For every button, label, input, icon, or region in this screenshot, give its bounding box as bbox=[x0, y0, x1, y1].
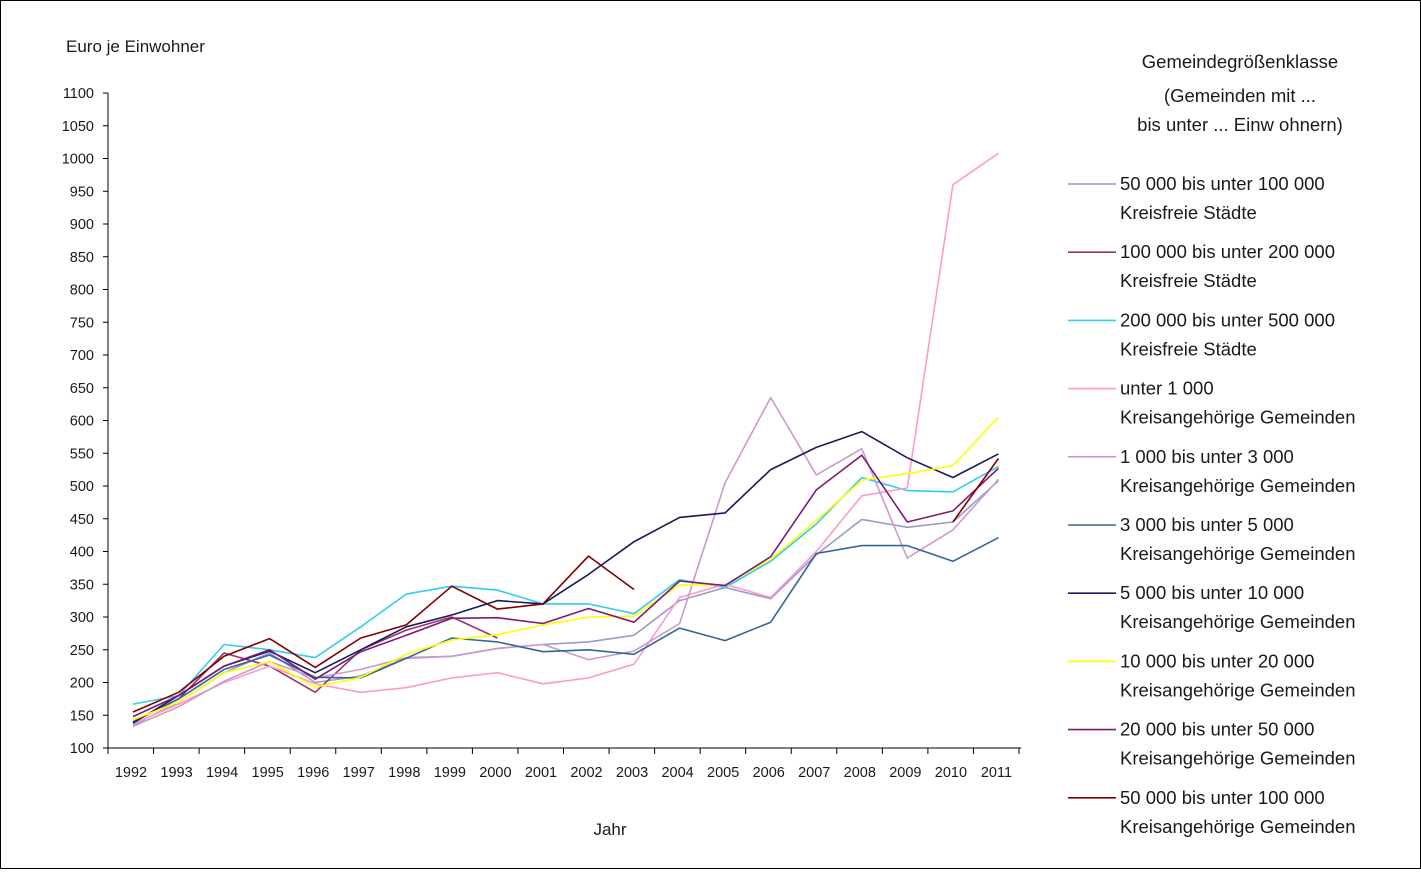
x-tick-label: 2011 bbox=[981, 765, 1012, 781]
x-tick-label: 2007 bbox=[798, 765, 830, 781]
x-tick-label: 1995 bbox=[252, 765, 284, 781]
series-line-group bbox=[132, 465, 999, 705]
x-tick-label: 2008 bbox=[844, 765, 876, 781]
legend-label: 100 000 bis unter 200 000 bbox=[1120, 241, 1335, 262]
legend-item: 50 000 bis unter 100 000 Kreisfreie Städt… bbox=[1068, 173, 1325, 223]
legend-item: 50 000 bis unter 100 000 Kreisangehörige … bbox=[1068, 787, 1356, 837]
legend-group-label: Kreisangehörige Gemeinden bbox=[1120, 407, 1356, 428]
x-axis-title: Jahr bbox=[593, 820, 626, 839]
legend-group-label: Kreisangehörige Gemeinden bbox=[1120, 543, 1356, 564]
y-tick-label: 950 bbox=[70, 184, 94, 200]
series-line-group bbox=[132, 536, 999, 723]
legend-group-label: Kreisangehörige Gemeinden bbox=[1120, 475, 1356, 496]
x-tick-label: 1994 bbox=[206, 765, 238, 781]
y-tick-label: 750 bbox=[70, 315, 94, 331]
legend-label: 1 000 bis unter 3 000 bbox=[1120, 446, 1294, 467]
legend: Gemeindegrößenklasse (Gemeinden mit ... bi… bbox=[1068, 51, 1356, 837]
x-tick-label: 2003 bbox=[616, 765, 648, 781]
legend-item: 3 000 bis unter 5 000 Kreisangehörige Gem… bbox=[1068, 514, 1356, 564]
legend-label: unter 1 000 bbox=[1120, 378, 1214, 399]
y-tick-label: 350 bbox=[70, 577, 94, 593]
series-line bbox=[132, 454, 999, 718]
legend-item: 5 000 bis unter 10 000 Kreisangehörige Ge… bbox=[1068, 582, 1356, 632]
series-line-group bbox=[132, 616, 498, 723]
y-tick-label: 650 bbox=[70, 381, 94, 397]
y-tick-label: 1100 bbox=[63, 86, 94, 102]
x-tick-label: 2010 bbox=[935, 765, 967, 781]
legend-item: 100 000 bis unter 200 000 Kreisfreie Städ… bbox=[1068, 241, 1335, 291]
x-tick-label: 1993 bbox=[160, 765, 192, 781]
legend-label: 50 000 bis unter 100 000 bbox=[1120, 787, 1325, 808]
legend-item: unter 1 000 Kreisangehörige Gemeinden bbox=[1068, 378, 1356, 428]
y-tick-label: 500 bbox=[70, 479, 94, 495]
legend-title-line: Gemeindegrößenklasse bbox=[1142, 51, 1338, 72]
series-line bbox=[132, 555, 635, 713]
y-tick-label: 450 bbox=[70, 512, 94, 528]
legend-label: 20 000 bis unter 50 000 bbox=[1120, 719, 1314, 740]
y-tick-label: 900 bbox=[70, 217, 94, 233]
legend-item: 1 000 bis unter 3 000 Kreisangehörige Gem… bbox=[1068, 446, 1356, 496]
legend-label: 50 000 bis unter 100 000 bbox=[1120, 173, 1325, 194]
series-line bbox=[132, 616, 498, 723]
y-tick-label: 850 bbox=[70, 250, 94, 266]
legend-label: 200 000 bis unter 500 000 bbox=[1120, 309, 1335, 330]
y-tick-label: 1050 bbox=[62, 119, 94, 135]
x-tick-label: 2001 bbox=[525, 765, 557, 781]
x-tick-label: 2006 bbox=[753, 765, 785, 781]
legend-group-label: Kreisangehörige Gemeinden bbox=[1120, 679, 1356, 700]
y-tick-label: 1000 bbox=[62, 152, 94, 168]
y-tick-label: 300 bbox=[70, 610, 94, 626]
legend-group-label: Kreisfreie Städte bbox=[1120, 202, 1257, 223]
y-tick-label: 600 bbox=[70, 414, 94, 430]
series-line-group bbox=[132, 458, 1000, 713]
y-tick-label: 700 bbox=[70, 348, 94, 364]
legend-item: 10 000 bis unter 20 000 Kreisangehörige G… bbox=[1068, 650, 1356, 700]
series-line-group bbox=[132, 416, 999, 721]
legend-title-line: (Gemeinden mit ... bbox=[1164, 85, 1316, 106]
legend-label: 10 000 bis unter 20 000 bbox=[1120, 650, 1314, 671]
series-line-group bbox=[132, 152, 999, 725]
legend-group-label: Kreisfreie Städte bbox=[1120, 338, 1257, 359]
x-tick-label: 1998 bbox=[388, 765, 420, 781]
legend-group-label: Kreisangehörige Gemeinden bbox=[1120, 816, 1356, 837]
x-tick-label: 2002 bbox=[570, 765, 602, 781]
legend-title-line: bis unter ... Einw ohnern) bbox=[1137, 114, 1343, 135]
legend-group-label: Kreisfreie Städte bbox=[1120, 270, 1257, 291]
y-tick-label: 150 bbox=[70, 708, 94, 724]
axes: 100 150 200 250 300 350 400 450 500 550 600 650 700 7… bbox=[62, 86, 1022, 781]
y-axis-title: Euro je Einwohner bbox=[66, 37, 205, 56]
y-tick-label: 550 bbox=[70, 446, 94, 462]
series-line-group bbox=[132, 396, 999, 728]
y-tick-label: 800 bbox=[70, 283, 94, 299]
series-line bbox=[132, 396, 999, 728]
series-line bbox=[132, 536, 999, 723]
legend-item: 200 000 bis unter 500 000 Kreisfreie Städ… bbox=[1068, 309, 1335, 359]
legend-item: 20 000 bis unter 50 000 Kreisangehörige G… bbox=[1068, 719, 1356, 769]
x-tick-label: 1997 bbox=[343, 765, 375, 781]
x-tick-label: 2005 bbox=[707, 765, 739, 781]
x-tick-label: 2009 bbox=[889, 765, 921, 781]
x-tick-label: 1996 bbox=[297, 765, 329, 781]
series-layer bbox=[132, 152, 1000, 728]
series-line-group bbox=[132, 454, 999, 718]
y-tick-label: 200 bbox=[70, 676, 94, 692]
series-line bbox=[132, 152, 999, 725]
legend-group-label: Kreisangehörige Gemeinden bbox=[1120, 611, 1356, 632]
series-line bbox=[132, 416, 999, 721]
y-tick-label: 400 bbox=[70, 545, 94, 561]
y-tick-label: 100 bbox=[70, 741, 94, 757]
legend-label: 5 000 bis unter 10 000 bbox=[1120, 582, 1304, 603]
x-tick-label: 2000 bbox=[479, 765, 511, 781]
y-tick-label: 250 bbox=[70, 643, 94, 659]
legend-group-label: Kreisangehörige Gemeinden bbox=[1120, 748, 1356, 769]
x-tick-label: 2004 bbox=[661, 765, 693, 781]
x-tick-label: 1992 bbox=[115, 765, 147, 781]
legend-label: 3 000 bis unter 5 000 bbox=[1120, 514, 1294, 535]
series-line bbox=[132, 465, 999, 705]
series-line bbox=[952, 458, 1000, 523]
x-tick-label: 1999 bbox=[434, 765, 466, 781]
